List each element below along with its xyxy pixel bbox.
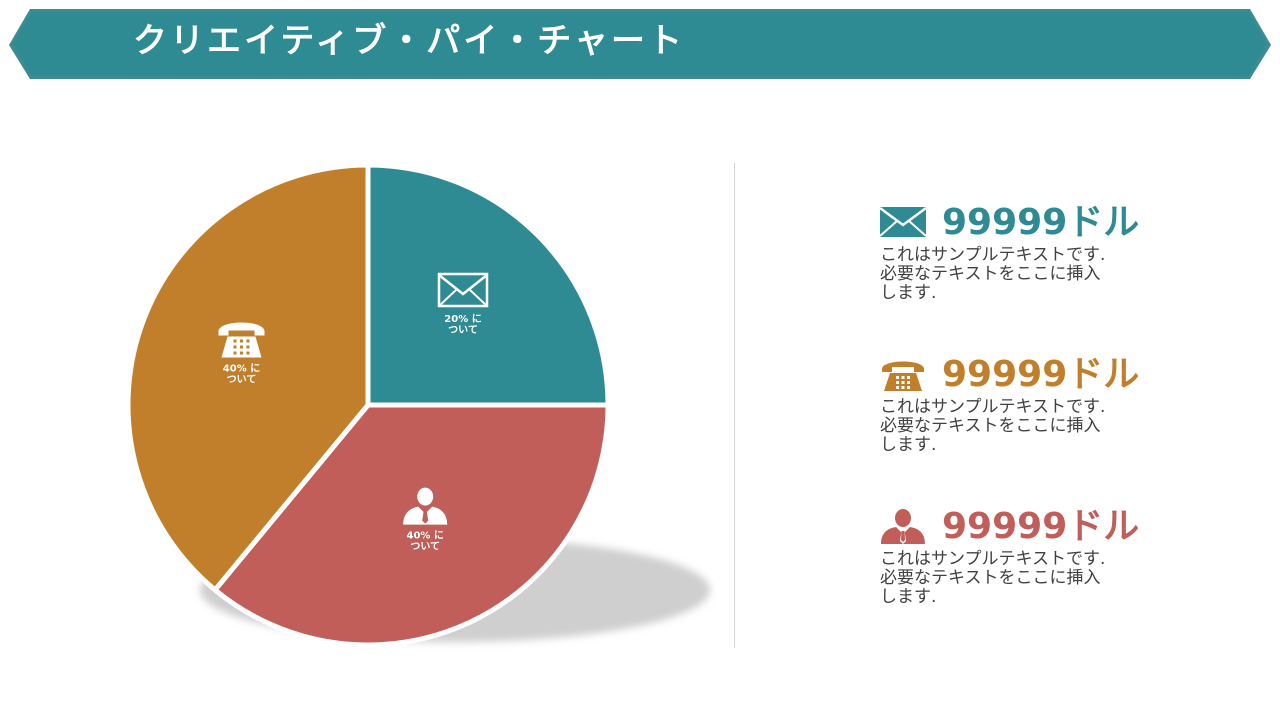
pie-slice <box>125 162 371 593</box>
legend-amount: 99999ドル <box>942 354 1140 395</box>
slice-label: 40% に <box>406 530 443 542</box>
slice-label: ついて <box>410 541 440 553</box>
businessman-icon <box>881 509 925 544</box>
legend-item-businessman: 99999ドル これはサンプルテキストです. 必要なテキストをここに挿入 します… <box>878 504 1178 607</box>
slice-label: ついて <box>448 324 478 336</box>
businessman-icon <box>403 487 448 525</box>
envelope-icon <box>879 206 927 237</box>
legend-amount: 99999ドル <box>942 506 1140 547</box>
legend-item-envelope: 99999ドル これはサンプルテキストです. 必要なテキストをここに挿入 します… <box>878 200 1178 303</box>
divider <box>734 163 735 648</box>
slice-label: ついて <box>227 374 257 386</box>
slice-label: 40% に <box>223 363 260 375</box>
title-banner <box>9 9 1271 79</box>
slice-label: 20% に <box>444 313 481 325</box>
telephone-icon <box>882 361 924 391</box>
page-title: クリエイティブ・パイ・チャート <box>133 21 685 61</box>
legend-amount: 99999ドル <box>942 202 1140 243</box>
legend-description: これはサンプルテキストです. 必要なテキストをここに挿入 します. <box>880 397 1106 455</box>
legend-description: これはサンプルテキストです. 必要なテキストをここに挿入 します. <box>880 245 1106 303</box>
legend-description: これはサンプルテキストです. 必要なテキストをここに挿入 します. <box>880 549 1106 607</box>
envelope-icon <box>437 272 489 308</box>
legend-item-telephone: 99999ドル これはサンプルテキストです. 必要なテキストをここに挿入 します… <box>878 352 1178 455</box>
telephone-icon <box>218 322 265 358</box>
pie-slice <box>212 402 611 648</box>
